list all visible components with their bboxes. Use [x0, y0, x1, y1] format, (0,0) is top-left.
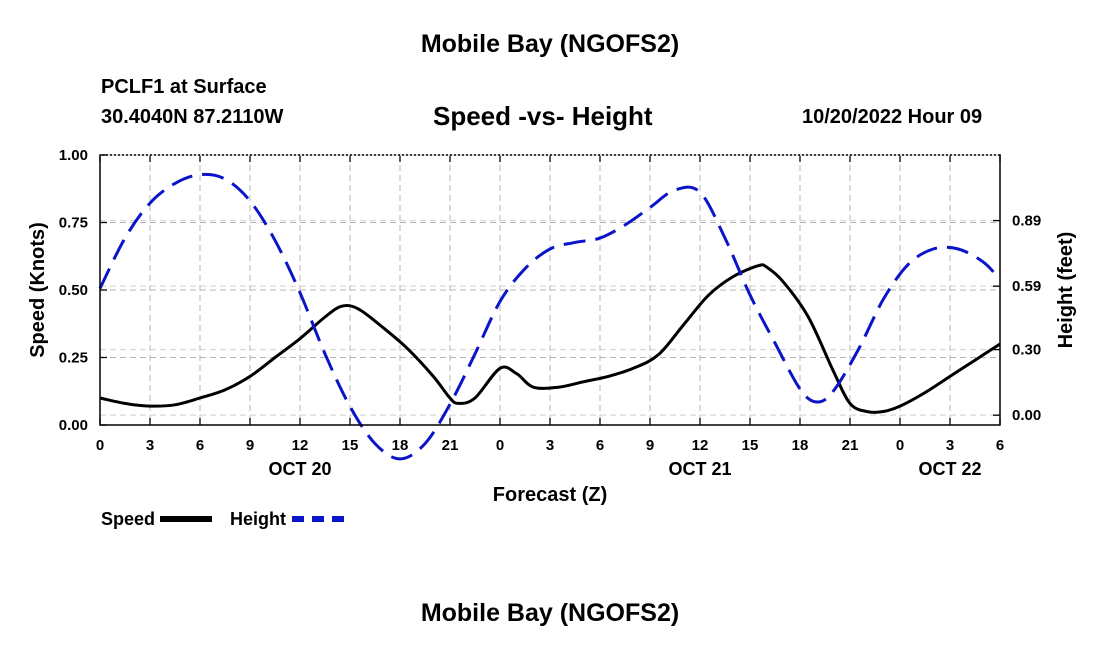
chart-ticks [99, 154, 1001, 426]
footer-title: Mobile Bay (NGOFS2) [420, 599, 680, 627]
y-tick-label-left: 0.25 [59, 350, 88, 367]
y-tick-label-right: 0.89 [1012, 213, 1041, 230]
legend-height-swatch [292, 516, 344, 522]
legend-height-label: Height [230, 509, 286, 529]
page-title: Mobile Bay (NGOFS2) [420, 30, 680, 58]
legend-speed-label: Speed [101, 509, 156, 529]
y-tick-label-left: 0.75 [59, 215, 88, 232]
x-tick-label: 15 [742, 437, 759, 454]
x-tick-label: 9 [246, 437, 254, 454]
x-tick-label: 0 [96, 437, 104, 454]
x-tick-label: 3 [146, 437, 154, 454]
forecast-run-time: 10/20/2022 Hour 09 [802, 106, 983, 128]
x-tick-label: 0 [896, 437, 904, 454]
x-tick-label: 15 [342, 437, 359, 454]
chart-series [98, 172, 1002, 461]
x-tick-label: 0 [496, 437, 504, 454]
x-tick-label: 3 [546, 437, 554, 454]
x-tick-label: 12 [692, 437, 709, 454]
y-tick-label-right: 0.59 [1012, 278, 1041, 295]
x-tick-label: 3 [946, 437, 954, 454]
x-tick-label: 12 [292, 437, 309, 454]
x-tick-label: 21 [442, 437, 459, 454]
x-tick-label: 9 [646, 437, 654, 454]
x-tick-label: 6 [996, 437, 1004, 454]
station-name: PCLF1 at Surface [101, 76, 267, 98]
date-label: OCT 20 [268, 459, 331, 479]
series-line-height [98, 172, 1002, 461]
y-tick-label-left: 0.00 [59, 417, 88, 434]
x-tick-label: 21 [842, 437, 859, 454]
y-tick-label-left: 1.00 [59, 147, 88, 164]
x-tick-label: 6 [196, 437, 204, 454]
y-axis-label-left: Speed (Knots) [27, 222, 49, 358]
date-label: OCT 21 [668, 459, 731, 479]
chart-grid [100, 155, 1000, 425]
date-label: OCT 22 [918, 459, 981, 479]
x-axis-label: Forecast (Z) [493, 484, 607, 506]
chart-labels: 0 3 6 9 12 15 18 21 0 3 6 9 12 15 18 21 0 3 6 0.00 0.25 0.50 0… [27, 147, 1077, 506]
station-coordinates: 30.4040N 87.2110W [101, 106, 284, 128]
legend-speed-swatch [160, 516, 212, 522]
y-tick-label-right: 0.00 [1012, 407, 1041, 424]
y-tick-label-left: 0.50 [59, 282, 88, 299]
y-axis-label-right: Height (feet) [1055, 232, 1077, 349]
y-tick-label-right: 0.30 [1012, 342, 1041, 359]
x-tick-label: 18 [392, 437, 409, 454]
chart-title: Speed -vs- Height [433, 101, 653, 131]
x-tick-label: 18 [792, 437, 809, 454]
x-tick-label: 6 [596, 437, 604, 454]
series-line-speed [99, 263, 1001, 414]
